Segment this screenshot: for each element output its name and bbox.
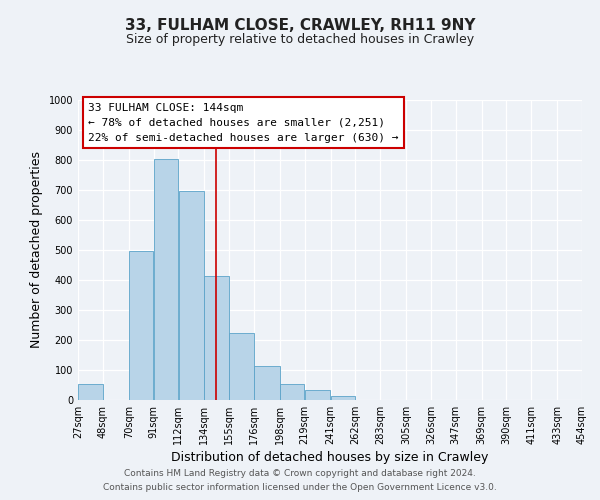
Text: Size of property relative to detached houses in Crawley: Size of property relative to detached ho… — [126, 32, 474, 46]
Bar — [154, 158, 178, 400]
Bar — [179, 191, 204, 400]
X-axis label: Distribution of detached houses by size in Crawley: Distribution of detached houses by size … — [172, 451, 488, 464]
Text: Contains HM Land Registry data © Crown copyright and database right 2024.: Contains HM Land Registry data © Crown c… — [124, 468, 476, 477]
Bar — [305, 390, 331, 400]
Bar — [254, 366, 280, 400]
Bar — [205, 276, 229, 400]
Text: Contains public sector information licensed under the Open Government Licence v3: Contains public sector information licen… — [103, 484, 497, 492]
Text: 33 FULHAM CLOSE: 144sqm
← 78% of detached houses are smaller (2,251)
22% of semi: 33 FULHAM CLOSE: 144sqm ← 78% of detache… — [88, 103, 398, 142]
Y-axis label: Number of detached properties: Number of detached properties — [30, 152, 43, 348]
Bar — [331, 396, 355, 400]
Bar — [129, 251, 154, 400]
Bar — [229, 333, 254, 400]
Bar — [280, 384, 304, 400]
Bar — [78, 384, 103, 400]
Text: 33, FULHAM CLOSE, CRAWLEY, RH11 9NY: 33, FULHAM CLOSE, CRAWLEY, RH11 9NY — [125, 18, 475, 32]
